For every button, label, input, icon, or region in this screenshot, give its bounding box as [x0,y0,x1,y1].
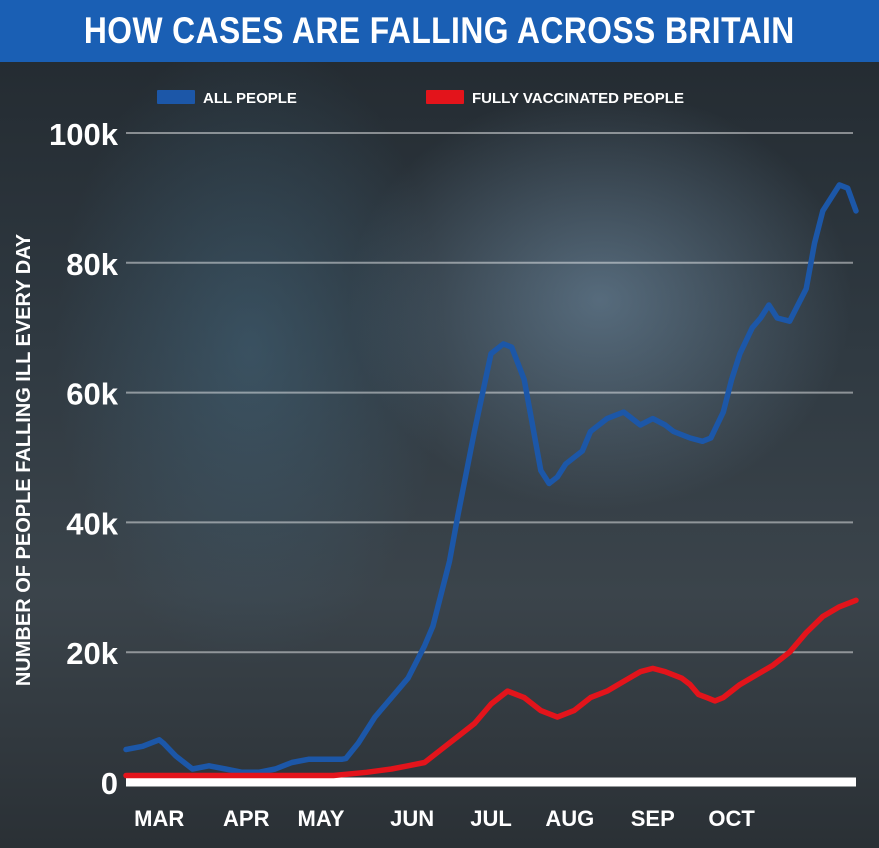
legend-swatch [157,90,195,104]
x-tick-label: SEP [631,806,675,831]
chart-title: HOW CASES ARE FALLING ACROSS BRITAIN [84,10,795,51]
x-tick-labels: MAR APR MAY JUN JUL AUG SEP OCT [134,806,755,831]
legend: ALL PEOPLE FULLY VACCINATED PEOPLE [157,90,684,107]
y-tick-label: 40k [66,506,118,541]
y-tick-label: 20k [66,636,118,671]
x-tick-label: AUG [545,806,594,831]
y-tick-label: 100k [49,117,119,152]
x-tick-label: JUN [390,806,434,831]
series-line-fully-vaccinated [123,597,859,779]
y-axis-label: NUMBER OF PEOPLE FALLING ILL EVERY DAY [13,233,35,686]
x-tick-label: MAR [134,806,184,831]
y-tick-labels: 0 20k 40k 60k 80k 100k [49,117,119,801]
y-tick-label: 0 [101,766,118,801]
legend-label: FULLY VACCINATED PEOPLE [472,90,684,107]
y-tick-label: 60k [66,377,118,412]
x-tick-label: OCT [708,806,755,831]
x-tick-label: JUL [470,806,512,831]
legend-swatch [426,90,464,104]
legend-label: ALL PEOPLE [203,90,297,107]
series-line-all-people [123,182,859,776]
x-tick-label: MAY [298,806,345,831]
y-tick-label: 80k [66,247,118,282]
x-tick-label: APR [223,806,270,831]
title-bar: HOW CASES ARE FALLING ACROSS BRITAIN [0,0,879,62]
gridlines [126,132,853,654]
series-lines [123,182,859,779]
